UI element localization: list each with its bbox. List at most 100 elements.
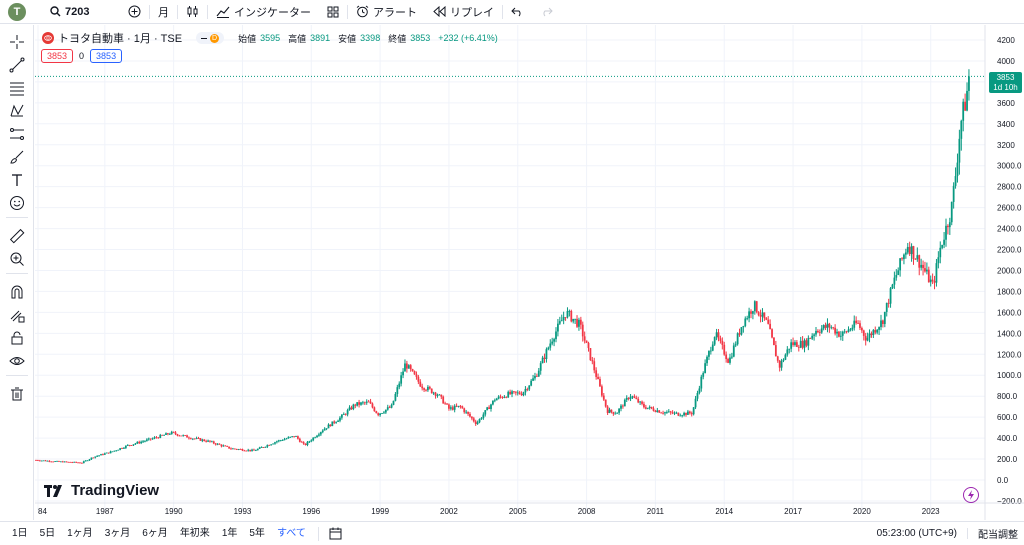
candle-body (815, 330, 817, 335)
range-5y[interactable]: 5年 (249, 527, 265, 539)
ruler-icon (9, 228, 25, 244)
candle-body (715, 332, 718, 337)
candle-body (230, 448, 232, 450)
price-chart[interactable]: 4200400038003600340032003000.02800.02600… (35, 25, 1024, 520)
events-button[interactable] (963, 487, 979, 503)
candle-body (618, 408, 620, 413)
data-status-badge[interactable]: D (196, 32, 225, 44)
candle-body (687, 411, 689, 415)
range-1d[interactable]: 1日 (12, 527, 28, 539)
layout-templates-button[interactable] (319, 0, 347, 24)
candle-body (472, 418, 475, 422)
redo-button[interactable] (532, 0, 561, 24)
compare-symbol-button[interactable] (120, 0, 149, 24)
candle-body (130, 445, 133, 447)
indicators-button[interactable]: インジケーター (208, 0, 319, 24)
dividend-adjust-button[interactable]: 配当調整 (978, 530, 1018, 541)
undo-icon (511, 7, 521, 17)
buy-price-button[interactable]: 3853 (90, 49, 123, 63)
zoom-tool[interactable] (7, 249, 27, 269)
range-ytd[interactable]: 年初来 (179, 527, 210, 539)
replay-button[interactable]: リプレイ (425, 0, 502, 24)
series-title[interactable]: トヨタ自動車 · 1月 · TSE (58, 33, 183, 45)
interval-button[interactable]: 月 (150, 0, 177, 24)
range-1m[interactable]: 1ヶ月 (67, 527, 93, 539)
candle-body (537, 370, 540, 377)
candle-body (650, 406, 653, 409)
range-1y[interactable]: 1年 (221, 527, 238, 539)
chart-type-button[interactable] (178, 0, 207, 24)
toolbar-divider (177, 4, 178, 19)
remove-drawings-tool[interactable] (7, 384, 27, 404)
candle-body (402, 371, 404, 376)
minus-icon (201, 37, 208, 39)
candle-body (42, 460, 45, 462)
timezone-button[interactable]: 05:23:00 (UTC+9) (877, 528, 968, 539)
candle-body (411, 369, 414, 371)
candle-body (360, 402, 362, 405)
range-all[interactable]: すべて (276, 527, 306, 539)
candle-body (264, 446, 267, 448)
drawing-toolbar (0, 25, 34, 520)
text-tool[interactable] (7, 170, 27, 190)
candle-body (86, 460, 89, 462)
candle-body (467, 411, 469, 414)
trendline-tool[interactable] (7, 55, 27, 75)
hide-drawings-tool[interactable] (7, 351, 27, 371)
user-avatar[interactable]: T (8, 2, 26, 21)
candle-body (788, 348, 791, 350)
candle-body (377, 413, 380, 416)
candle-body (956, 162, 959, 177)
brush-tool[interactable] (7, 147, 27, 167)
symbol-search-button[interactable]: 7203 (42, 0, 120, 24)
candle-body (534, 375, 536, 379)
pattern-tool[interactable] (7, 101, 27, 121)
candle-body (287, 437, 290, 439)
lock-drawings-mode-tool[interactable] (7, 305, 27, 325)
candle-body (136, 441, 139, 444)
toolbar-divider (347, 4, 348, 19)
candle-body (790, 342, 793, 349)
candle-body (400, 375, 403, 384)
goto-date-button[interactable] (325, 527, 346, 540)
candle-body (281, 440, 284, 441)
candle-body (63, 461, 66, 463)
candle-body (124, 445, 127, 448)
candle-body (964, 101, 967, 111)
candle-body (539, 363, 542, 371)
magnet-tool[interactable] (7, 282, 27, 302)
prediction-tool[interactable] (7, 124, 27, 144)
crosshair-tool[interactable] (7, 32, 27, 52)
range-5d[interactable]: 5日 (39, 527, 56, 539)
range-6m[interactable]: 6ヶ月 (142, 527, 168, 539)
candle-body (771, 329, 773, 338)
candle-body (38, 460, 41, 462)
candle-body (610, 409, 613, 412)
candle-body (111, 451, 114, 453)
lock-tool[interactable] (7, 328, 27, 348)
candle-body (859, 323, 861, 328)
icon-tool[interactable] (7, 193, 27, 213)
candle-body (438, 394, 441, 396)
candle-body (532, 378, 534, 381)
candle-body (933, 281, 936, 283)
candle-body (805, 340, 808, 346)
range-3m[interactable]: 3ヶ月 (104, 527, 131, 539)
sell-price-button[interactable]: 3853 (41, 49, 74, 63)
candle-body (180, 435, 183, 437)
undo-button[interactable] (503, 0, 532, 24)
candle-body (643, 403, 645, 408)
candle-body (417, 376, 420, 382)
alerts-button[interactable]: アラート (348, 0, 425, 24)
candle-body (713, 336, 716, 345)
candle-body (474, 421, 477, 425)
candle-body (614, 413, 617, 415)
candle-body (599, 379, 601, 387)
candle-body (352, 404, 355, 410)
measure-tool[interactable] (7, 226, 27, 246)
chart-pane[interactable]: 4200400038003600340032003000.02800.02600… (35, 25, 1024, 520)
fib-tool[interactable] (7, 78, 27, 98)
candle-body (952, 185, 955, 202)
candle-body (207, 440, 209, 442)
candle-body (587, 342, 590, 349)
